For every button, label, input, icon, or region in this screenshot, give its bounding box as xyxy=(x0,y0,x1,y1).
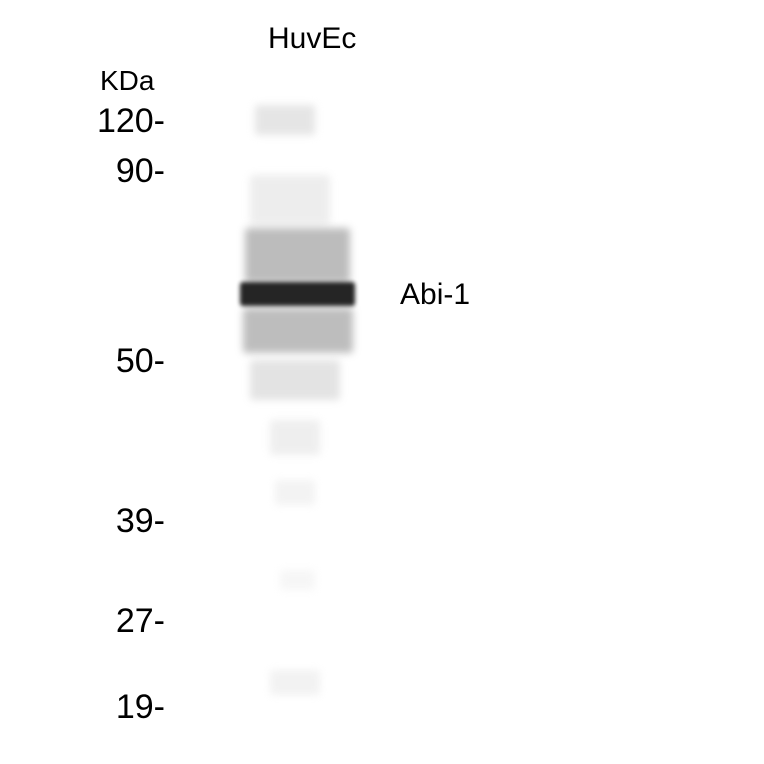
smear-3 xyxy=(243,308,353,353)
smear-1 xyxy=(250,175,330,225)
marker-120: 120- xyxy=(97,102,165,141)
smear-5 xyxy=(270,420,320,455)
lane-label-huvec: HuvEc xyxy=(268,22,356,56)
marker-90: 90- xyxy=(116,152,165,191)
smear-4 xyxy=(250,360,340,400)
marker-50: 50- xyxy=(116,342,165,381)
smear-0 xyxy=(255,105,315,135)
marker-27: 27- xyxy=(116,602,165,641)
marker-39: 39- xyxy=(116,502,165,541)
main-band-abi1 xyxy=(240,282,355,306)
smear-8 xyxy=(270,670,320,695)
western-blot-image: KDa HuvEc Abi-1 120- 90- 50- 39- 27- 19- xyxy=(0,0,764,764)
smear-2 xyxy=(245,228,350,283)
marker-19: 19- xyxy=(116,688,165,727)
smear-7 xyxy=(280,570,315,590)
protein-label-abi1: Abi-1 xyxy=(400,278,470,312)
smear-6 xyxy=(275,480,315,505)
unit-label: KDa xyxy=(100,65,154,97)
